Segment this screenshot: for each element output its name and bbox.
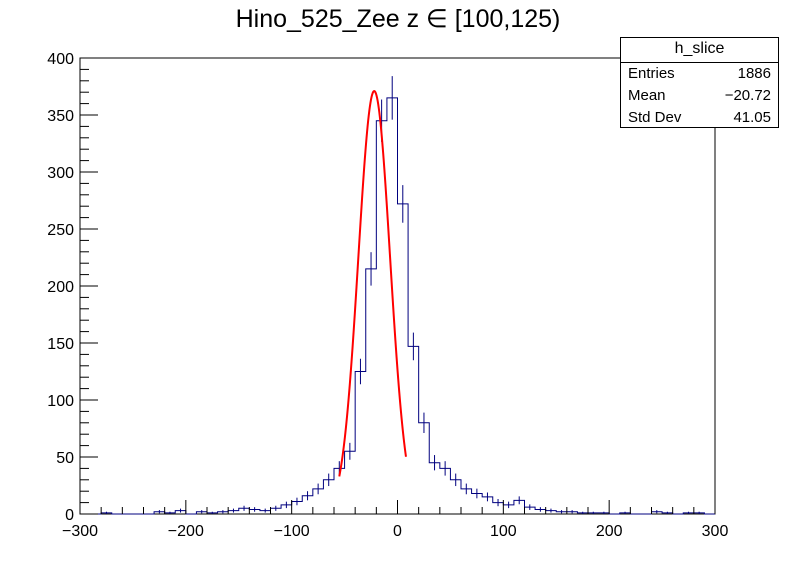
y-tick-label: 350	[47, 108, 74, 125]
x-tick-label: 200	[596, 523, 623, 540]
stats-label: Entries	[628, 65, 675, 82]
y-tick-label: 0	[65, 507, 74, 524]
histogram-outline	[80, 97, 715, 515]
x-tick-label: −100	[274, 523, 310, 540]
histogram-layer	[80, 76, 715, 515]
stats-row-mean: Mean −20.72	[621, 85, 778, 107]
stats-value: 41.05	[733, 109, 771, 126]
x-tick-label: −200	[168, 523, 204, 540]
stats-label: Mean	[628, 87, 666, 104]
x-tick-label: 100	[490, 523, 517, 540]
y-tick-label: 400	[47, 51, 74, 68]
x-tick-label: 0	[393, 523, 402, 540]
x-tick-label: −300	[62, 523, 98, 540]
y-tick-label: 150	[47, 336, 74, 353]
stats-box: h_slice Entries 1886 Mean −20.72 Std Dev…	[620, 37, 779, 128]
x-tick-label: 300	[702, 523, 729, 540]
y-tick-label: 300	[47, 165, 74, 182]
fit-layer	[338, 89, 407, 477]
stats-row-entries: Entries 1886	[621, 63, 778, 85]
y-tick-label: 100	[47, 393, 74, 410]
y-tick-label: 50	[56, 450, 74, 467]
stats-value: 1886	[737, 65, 771, 82]
fit-curve	[338, 89, 407, 477]
y-tick-label: 200	[47, 279, 74, 296]
stats-value: −20.72	[724, 87, 771, 104]
chart-title: Hino_525_Zee z ∈ [100,125)	[235, 5, 561, 33]
stats-row-stddev: Std Dev 41.05	[621, 107, 778, 129]
axis-layer: −300 −200 −100 0 100 200 300 0 50 100 150 200 250 300…	[47, 51, 728, 540]
stats-box-title: h_slice	[621, 38, 778, 63]
y-tick-label: 250	[47, 222, 74, 239]
stats-label: Std Dev	[628, 109, 682, 126]
